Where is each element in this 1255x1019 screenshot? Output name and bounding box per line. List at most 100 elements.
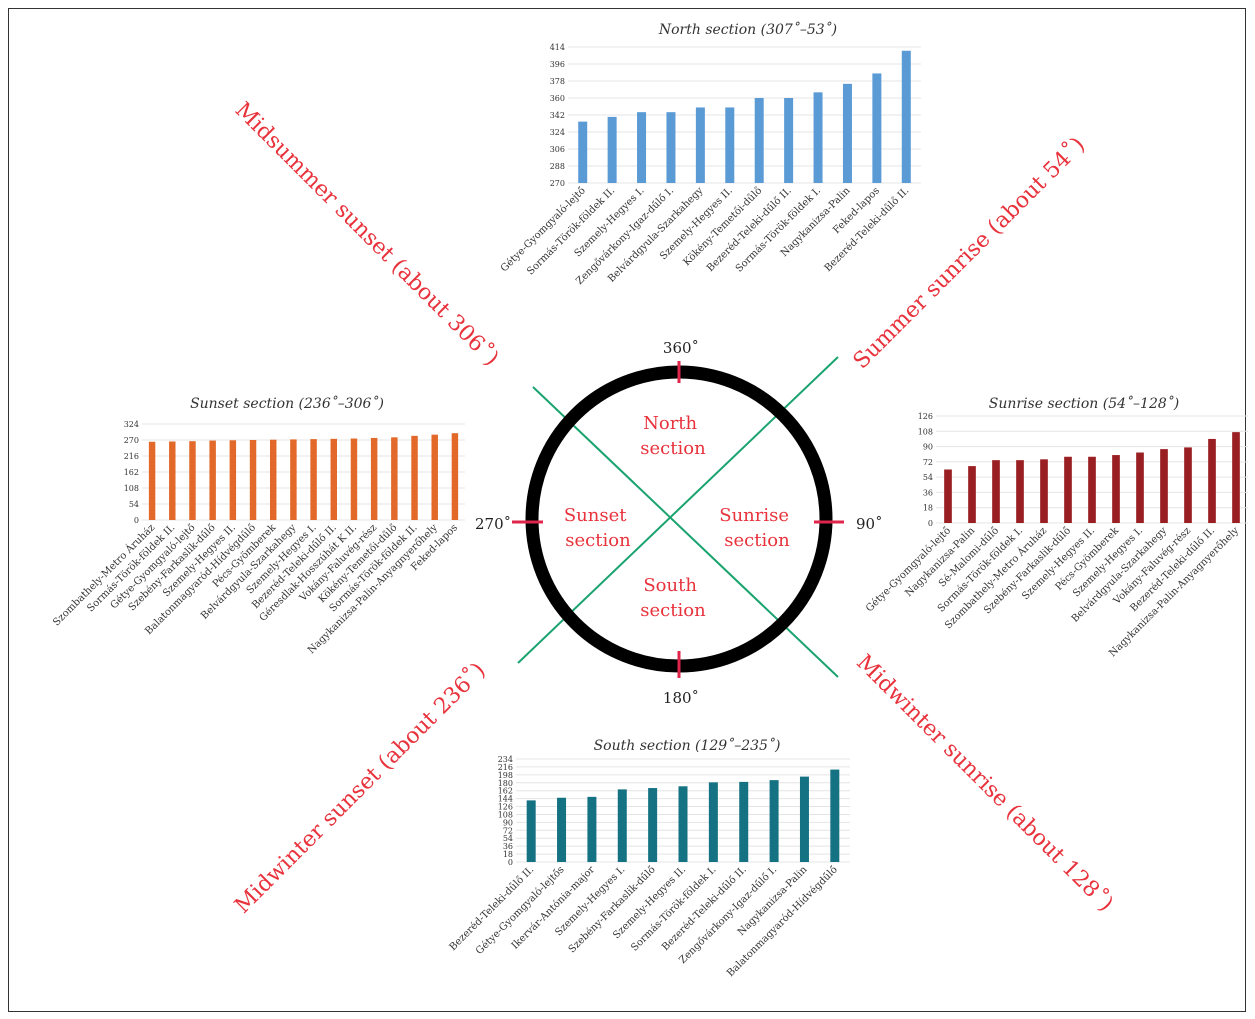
north-y-tick-label: 324 <box>550 128 565 137</box>
sunrise-bar <box>1016 460 1024 523</box>
north-chart: North section (307˚–53˚) 270 288 306 324 342 3… <box>499 21 921 287</box>
south-bar <box>769 780 779 862</box>
south-y-tick-label: 126 <box>498 803 513 812</box>
south-y-tick-label: 0 <box>508 858 513 867</box>
sunset-bar <box>391 437 398 520</box>
sunset-section-label: Sunset section <box>564 505 632 551</box>
north-y-tick-label: 306 <box>550 145 565 154</box>
north-y-tick-label: 396 <box>550 60 565 69</box>
north-y-tick-label: 342 <box>550 111 565 120</box>
degree-90-label: 90˚ <box>856 515 883 533</box>
south-y-tick-label: 216 <box>498 763 513 772</box>
sunset-y-tick-label: 324 <box>124 420 139 429</box>
north-y-tick-label: 360 <box>550 94 565 103</box>
sunrise-y-tick-label: 90 <box>923 443 933 452</box>
sunrise-y-tick-label: 18 <box>923 504 933 513</box>
sunset-bar <box>350 438 358 520</box>
sunrise-y-tick-label: 108 <box>918 427 933 436</box>
sunrise-bar <box>944 469 952 523</box>
sunset-y-tick-label: 216 <box>124 452 139 461</box>
south-y-tick-label: 108 <box>498 810 513 819</box>
sunset-bar <box>310 439 317 520</box>
north-chart-title: North section (307˚–53˚) <box>658 21 837 38</box>
sunset-chart-title: Sunset section (236˚–306˚) <box>190 395 384 412</box>
sunset-bar <box>229 440 237 520</box>
south-bar <box>526 800 536 862</box>
south-bar <box>617 789 627 862</box>
south-bar <box>799 776 809 862</box>
sunrise-y-tick-label: 126 <box>918 412 933 421</box>
south-bar <box>557 797 567 862</box>
south-y-tick-label: 162 <box>498 787 513 796</box>
midwinter-sunset-label: Midwinter sunset (about 236˚) <box>229 657 491 919</box>
sunset-bar <box>370 437 378 520</box>
south-chart: South section (129˚–235˚)018365472901081… <box>448 737 850 979</box>
north-bar <box>842 83 852 183</box>
north-bar <box>754 98 764 183</box>
sunrise-bar <box>1232 432 1240 523</box>
sunrise-y-tick-label: 36 <box>923 488 933 497</box>
sunset-bar <box>411 435 418 520</box>
summer-sunrise-label: Summer sunrise (about 54˚) <box>847 131 1090 374</box>
south-y-tick-label: 72 <box>503 826 513 835</box>
south-bar <box>587 796 597 862</box>
north-y-tick-label: 378 <box>550 77 565 86</box>
north-bar <box>784 98 794 183</box>
sunrise-bar <box>1208 438 1216 523</box>
north-bar <box>607 116 617 183</box>
sunrise-bar <box>1160 449 1168 523</box>
sunrise-bar <box>1064 456 1072 523</box>
midsummer-sunset-label: Midsummer sunset (about 306˚) <box>230 96 505 371</box>
sunrise-bar <box>1040 459 1048 523</box>
sunrise-bar <box>1136 452 1144 523</box>
north-y-tick-label: 270 <box>550 179 565 188</box>
sunset-bar <box>209 440 216 520</box>
north-bar <box>578 121 588 183</box>
north-bar <box>637 112 647 183</box>
south-section-label: South section <box>640 575 706 621</box>
south-y-tick-label: 144 <box>498 795 513 804</box>
sunset-y-tick-label: 270 <box>124 436 139 445</box>
figure-frame <box>8 8 1246 1012</box>
south-y-tick-label: 234 <box>498 755 513 764</box>
north-section-label: North section <box>640 413 706 459</box>
sunrise-section-label: Sunrise section <box>719 505 795 551</box>
south-bar <box>830 769 840 862</box>
midwinter-sunrise-label: Midwinter sunrise (about 128˚) <box>851 649 1119 917</box>
south-y-tick-label: 18 <box>503 850 513 859</box>
sunrise-chart: Sunrise section (54˚–128˚) 0 18 36 54 72 90 108… <box>864 395 1248 659</box>
north-y-tick-label: 414 <box>550 43 565 52</box>
south-y-tick-label: 198 <box>498 771 513 780</box>
south-chart-title: South section (129˚–235˚) <box>594 737 781 754</box>
sunset-bar <box>148 441 156 520</box>
sunrise-bar <box>968 466 976 523</box>
sunset-bar <box>431 434 438 520</box>
sunset-bar <box>330 438 338 520</box>
south-y-tick-label: 36 <box>503 842 513 851</box>
degree-270-label: 270˚ <box>475 515 511 533</box>
south-category-label: Balatonmagyaród-Hídvégdűlő <box>725 864 840 979</box>
sunrise-y-tick-label: 0 <box>928 519 933 528</box>
sunset-bar <box>290 439 297 520</box>
south-y-tick-label: 180 <box>498 779 513 788</box>
north-bar <box>813 92 823 183</box>
cross-line-nw-se <box>532 386 839 678</box>
north-bar <box>872 73 882 183</box>
north-y-tick-label: 288 <box>550 162 565 171</box>
sunset-y-tick-label: 54 <box>129 500 139 509</box>
south-bar <box>708 782 718 862</box>
north-bar <box>666 112 676 183</box>
sunrise-chart-title: Sunrise section (54˚–128˚) <box>989 395 1179 412</box>
north-bar <box>901 50 911 184</box>
sunset-y-tick-label: 162 <box>124 468 139 477</box>
sunrise-bar <box>1112 455 1120 523</box>
south-bar <box>678 786 688 862</box>
sunrise-bar <box>1184 447 1192 523</box>
south-bar <box>739 781 749 862</box>
degree-360-label: 360˚ <box>663 339 699 357</box>
degree-180-label: 180˚ <box>663 689 699 707</box>
sunset-bar <box>451 433 459 520</box>
sunrise-y-tick-label: 72 <box>923 458 933 467</box>
sunset-chart: Sunset section (236˚–306˚) 0 54 108 162 216 27… <box>51 395 465 656</box>
